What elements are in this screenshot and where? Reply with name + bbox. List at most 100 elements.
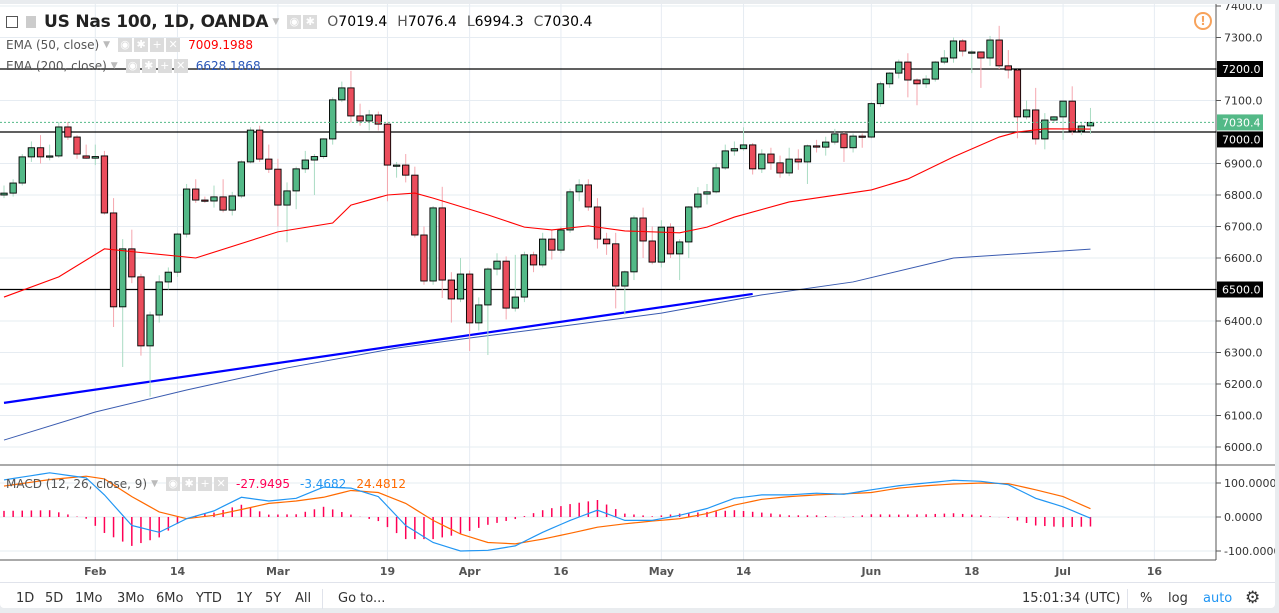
candle-body (776, 162, 784, 174)
auto-toggle[interactable]: auto (1203, 591, 1233, 606)
candle (575, 179, 583, 202)
close-icon[interactable]: ✕ (214, 477, 229, 491)
candle (657, 220, 666, 268)
price-tick-label: 7400.0 (1224, 4, 1263, 13)
candle (237, 160, 246, 199)
candle (593, 198, 602, 249)
price-tick-label: 6800.0 (1224, 189, 1263, 202)
close-icon[interactable]: ✕ (166, 38, 181, 52)
close-icon[interactable]: ✕ (173, 59, 188, 73)
macd-legend: MACD (12, 26, close, 9) ▼ ◉ ✱ + ✕ -27.9495 … (6, 477, 406, 491)
ema200-label[interactable]: EMA (200, close) (6, 59, 107, 73)
candle (164, 267, 172, 290)
eye-icon[interactable]: ◉ (118, 38, 133, 52)
candle-body (493, 260, 501, 270)
percent-toggle[interactable]: % (1140, 591, 1153, 606)
candle (484, 267, 492, 356)
last-price-badge-label: 7030.4 (1222, 116, 1261, 129)
price-level-badge-label: 7200.0 (1222, 63, 1261, 76)
range-ytd-button[interactable]: YTD (196, 591, 222, 606)
price-tick-label: 6200.0 (1224, 378, 1263, 391)
range-1mo-button[interactable]: 1Mo (75, 591, 103, 606)
price-level-badge-label: 6500.0 (1222, 284, 1261, 297)
eye-icon[interactable]: ◉ (287, 15, 302, 29)
range-1y-button[interactable]: 1Y (236, 591, 253, 606)
chevron-down-icon[interactable]: ▼ (151, 479, 159, 489)
warning-icon[interactable]: ! (1194, 12, 1212, 30)
ema200-legend: EMA (200, close) ▼ ◉ ✱ + ✕ 6628.1868 (6, 59, 261, 73)
candle (1032, 87, 1040, 145)
plus-icon[interactable]: + (157, 59, 172, 73)
utc-clock[interactable]: 15:01:34 (UTC) (1022, 591, 1121, 606)
candle (913, 78, 921, 106)
candle-body (246, 129, 255, 163)
candle (192, 179, 200, 203)
candle-body (904, 61, 912, 81)
candle (959, 39, 967, 57)
range-1d-button[interactable]: 1D (16, 591, 35, 606)
candle-body (648, 240, 656, 263)
macd-label[interactable]: MACD (12, 26, close, 9) (6, 477, 148, 491)
ema50-legend: EMA (50, close) ▼ ◉ ✱ + ✕ 7009.1988 (6, 38, 253, 52)
gear-icon[interactable]: ✱ (141, 59, 156, 73)
chevron-down-icon[interactable]: ▼ (110, 61, 118, 71)
candle-body (173, 233, 182, 273)
candle-body (511, 296, 519, 309)
chart-container: 7400.0 7300.0 7100.0 6900.0 6800.0 6700.0 6600… (0, 4, 1275, 609)
chart-canvas[interactable]: 7400.0 7300.0 7100.0 6900.0 6800.0 6700.0 6600… (0, 4, 1275, 582)
candle-body (657, 226, 666, 263)
candle-body (529, 254, 538, 266)
range-5d-button[interactable]: 5D (45, 591, 64, 606)
candle (465, 270, 474, 351)
chevron-down-icon[interactable]: ▼ (272, 17, 280, 27)
price-tick-label: 6900.0 (1224, 158, 1263, 171)
gear-icon[interactable]: ✱ (303, 15, 318, 29)
candle-body (392, 164, 401, 167)
eye-icon[interactable]: ◉ (125, 59, 140, 73)
high-value: 7076.4 (407, 14, 457, 30)
symbol-title[interactable]: US Nas 100, 1D, OANDA (44, 12, 269, 32)
time-tick-label: 16 (553, 565, 569, 578)
plus-icon[interactable]: + (198, 477, 213, 491)
collapse-icon[interactable] (6, 16, 18, 28)
candle-body (1059, 100, 1067, 118)
log-toggle[interactable]: log (1168, 591, 1188, 606)
candle (548, 229, 556, 260)
candle-body (840, 133, 848, 149)
chevron-down-icon[interactable]: ▼ (103, 40, 111, 50)
ema50-line (3, 128, 1091, 298)
gear-icon[interactable]: ✱ (182, 477, 197, 491)
candle-body (465, 273, 474, 324)
candle (137, 273, 145, 356)
goto-button[interactable]: Go to... (338, 591, 386, 606)
macd-value: -3.4682 (300, 477, 347, 491)
gear-icon[interactable]: ✱ (134, 38, 149, 52)
candle (1041, 113, 1049, 150)
plus-icon[interactable]: + (150, 38, 165, 52)
candle (383, 122, 392, 202)
candle-body (255, 129, 264, 160)
candle-body (0, 192, 8, 196)
candle-body (995, 39, 1003, 67)
range-6mo-button[interactable]: 6Mo (156, 591, 184, 606)
candle (338, 81, 346, 103)
candle-body (265, 158, 273, 170)
time-tick-label: 14 (736, 565, 752, 578)
candle (27, 141, 36, 162)
symbol-legend: US Nas 100, 1D, OANDA ▼ ◉ ✱ O7019.4 H707… (6, 12, 602, 32)
candle-body (867, 103, 876, 138)
settings-gear-icon[interactable]: ⚙ (1245, 588, 1261, 608)
range-all-button[interactable]: All (295, 591, 312, 606)
candle-body (749, 144, 757, 170)
candle-body (18, 156, 26, 184)
range-5y-button[interactable]: 5Y (265, 591, 282, 606)
candle (1086, 107, 1095, 134)
candle (411, 166, 419, 238)
ema50-label[interactable]: EMA (50, close) (6, 38, 100, 52)
candle (319, 138, 328, 159)
eye-icon[interactable]: ◉ (166, 477, 181, 491)
candle (812, 139, 821, 153)
range-3mo-button[interactable]: 3Mo (117, 591, 145, 606)
candle (1013, 69, 1022, 139)
candle (694, 187, 702, 210)
